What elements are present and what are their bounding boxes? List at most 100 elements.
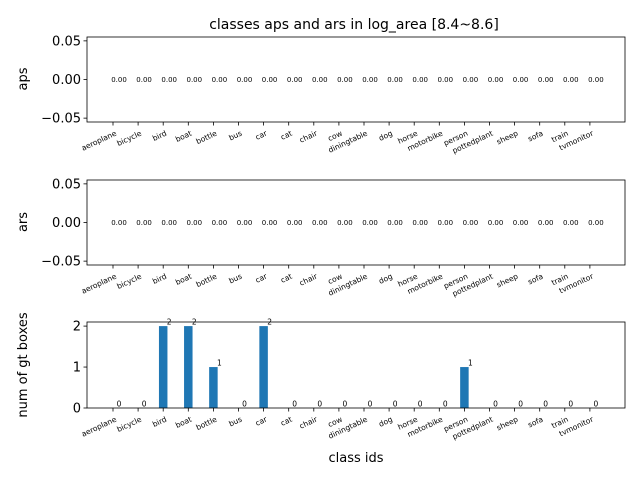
gt-xtick-label-chair: chair: [298, 414, 320, 430]
aps-ytick-label: 0.05: [52, 34, 81, 49]
aps-data-label-cow: 0.00: [337, 76, 353, 84]
ars-data-label-bicycle: 0.00: [136, 219, 152, 227]
gt-data-label-person: 1: [468, 359, 473, 368]
ars-xtick-label-bottle: bottle: [195, 271, 219, 289]
gt-data-label-dog: 0: [393, 400, 398, 409]
gt-axes-frame: [86, 321, 626, 409]
ars-data-label-sofa: 0.00: [538, 219, 554, 227]
aps-data-label-car: 0.00: [262, 76, 278, 84]
gt-data-label-bottle: 1: [217, 359, 222, 368]
gt-xtick-label-boat: boat: [174, 415, 193, 430]
gt-data-label-boat: 2: [192, 318, 197, 327]
aps-data-label-bird: 0.00: [161, 76, 177, 84]
ars-data-label-boat: 0.00: [187, 219, 203, 227]
aps-xtick-label-boat: boat: [174, 129, 193, 144]
ars-data-label-sheep: 0.00: [513, 219, 529, 227]
ars-xtick-label-sofa: sofa: [526, 272, 544, 287]
figure-title: classes aps and ars in log_area [8.4~8.6…: [209, 17, 499, 33]
ars-data-label-cow: 0.00: [337, 219, 353, 227]
ars-data-label-dog: 0.00: [387, 219, 403, 227]
gt-data-label-horse: 0: [418, 400, 423, 409]
aps-data-label-motorbike: 0.00: [438, 76, 454, 84]
gt-data-label-bus: 0: [242, 400, 247, 409]
ars-data-label-pottedplant: 0.00: [488, 219, 504, 227]
ars-xtick-label-boat: boat: [174, 272, 193, 287]
aps-data-label-aeroplane: 0.00: [111, 76, 127, 84]
ars-xtick-label-chair: chair: [298, 271, 320, 287]
gt-data-label-bird: 2: [167, 318, 172, 327]
ars-data-label-bird: 0.00: [161, 219, 177, 227]
aps-data-label-bicycle: 0.00: [136, 76, 152, 84]
aps-xtick-label-bus: bus: [227, 129, 243, 143]
ars-data-label-car: 0.00: [262, 219, 278, 227]
ars-data-label-cat: 0.00: [287, 219, 303, 227]
ars-data-label-motorbike: 0.00: [438, 219, 454, 227]
aps-xtick-label-bicycle: bicycle: [115, 128, 143, 147]
aps-data-label-cat: 0.00: [287, 76, 303, 84]
gt-xtick-label-cat: cat: [279, 415, 293, 428]
aps-data-label-bus: 0.00: [237, 76, 253, 84]
aps-xtick-label-dog: dog: [377, 129, 394, 143]
ars-xtick-label-car: car: [254, 271, 269, 285]
ars-data-label-bus: 0.00: [237, 219, 253, 227]
aps-xtick-label-sofa: sofa: [526, 129, 544, 144]
aps-xtick-label-bird: bird: [151, 129, 168, 143]
ars-xtick-label-cat: cat: [279, 272, 293, 285]
ars-xtick-label-aeroplane: aeroplane: [80, 271, 118, 295]
aps-data-label-chair: 0.00: [312, 76, 328, 84]
gt-data-label-sofa: 0: [543, 400, 548, 409]
ars-ytick-label: 0.00: [52, 216, 81, 231]
aps-data-label-sofa: 0.00: [538, 76, 554, 84]
aps-data-label-tvmonitor: 0.00: [588, 76, 604, 84]
ars-data-label-person: 0.00: [463, 219, 479, 227]
gt-xtick-label-dog: dog: [377, 415, 394, 429]
gt-data-label-diningtable: 0: [368, 400, 373, 409]
aps-xtick-label-car: car: [254, 128, 269, 142]
gt-xtick-label-bus: bus: [227, 415, 243, 429]
gt-data-label-cat: 0: [292, 400, 297, 409]
gt-data-label-bicycle: 0: [142, 400, 147, 409]
aps-data-label-diningtable: 0.00: [362, 76, 378, 84]
gt-data-label-car: 2: [267, 318, 272, 327]
ars-data-label-aeroplane: 0.00: [111, 219, 127, 227]
aps-xtick-label-aeroplane: aeroplane: [80, 128, 118, 152]
ars-ytick-label: 0.05: [52, 177, 81, 192]
gt-xtick-label-sheep: sheep: [495, 415, 520, 433]
bar-boat: [184, 326, 193, 408]
aps-data-label-bottle: 0.00: [212, 76, 228, 84]
ars-ylabel: ars: [16, 212, 31, 232]
bar-person: [460, 367, 469, 408]
gt-data-label-chair: 0: [317, 400, 322, 409]
gt-ytick-label: 2: [73, 320, 81, 335]
aps-ytick-label: 0.00: [52, 73, 81, 88]
aps-data-label-train: 0.00: [563, 76, 579, 84]
gt-data-label-train: 0: [568, 400, 573, 409]
ars-xtick-label-bus: bus: [227, 272, 243, 286]
aps-ytick-label: −0.05: [41, 112, 81, 127]
gt-ytick-label: 1: [73, 361, 81, 376]
aps-xtick-label-cat: cat: [279, 129, 293, 142]
aps-xtick-label-sheep: sheep: [495, 129, 520, 147]
ars-xtick-label-dog: dog: [377, 272, 394, 286]
ars-ytick-label: −0.05: [41, 255, 81, 270]
ars-data-label-tvmonitor: 0.00: [588, 219, 604, 227]
ars-data-label-horse: 0.00: [412, 219, 428, 227]
aps-data-label-person: 0.00: [463, 76, 479, 84]
ars-xtick-label-bicycle: bicycle: [115, 271, 143, 290]
gt-xtick-label-aeroplane: aeroplane: [80, 414, 118, 438]
gt-data-label-aeroplane: 0: [117, 400, 122, 409]
bar-bottle: [209, 367, 218, 408]
ars-data-label-train: 0.00: [563, 219, 579, 227]
aps-xtick-label-chair: chair: [298, 128, 320, 144]
gt-ytick-label: 0: [73, 402, 81, 417]
gt-xtick-label-bottle: bottle: [195, 414, 219, 432]
ars-xtick-label-bird: bird: [151, 272, 168, 286]
ars-data-label-chair: 0.00: [312, 219, 328, 227]
bar-bird: [158, 326, 168, 408]
gt-xlabel: class ids: [328, 451, 383, 466]
aps-data-label-pottedplant: 0.00: [488, 76, 504, 84]
aps-xtick-label-bottle: bottle: [195, 128, 219, 146]
gt-data-label-sheep: 0: [518, 400, 523, 409]
gt-data-label-cow: 0: [343, 400, 348, 409]
